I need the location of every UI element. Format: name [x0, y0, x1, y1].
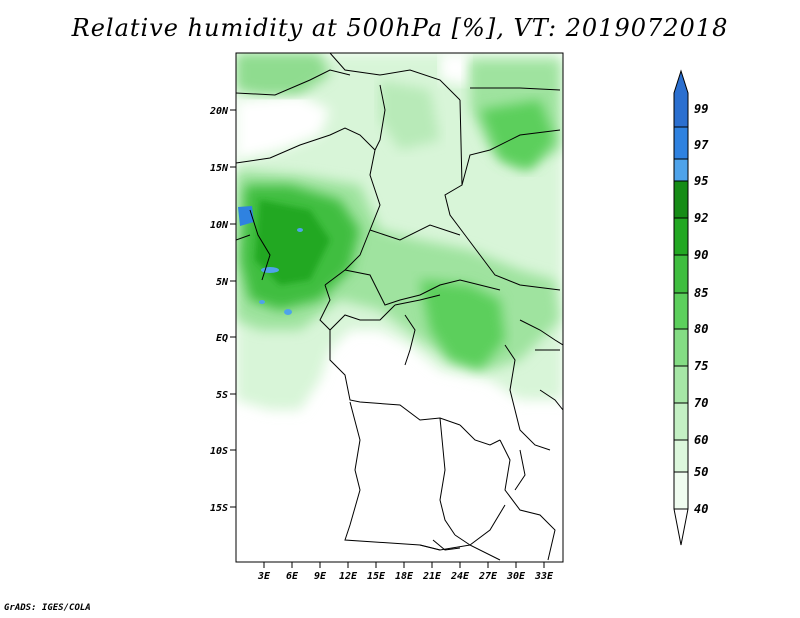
colorbar-label: 40	[694, 502, 708, 516]
colorbar-segment	[674, 472, 688, 509]
lon-label: 6E	[286, 571, 299, 582]
colorbar-label: 50	[694, 465, 708, 479]
colorbar-label: 85	[694, 286, 708, 300]
colorbar-segment	[674, 293, 688, 329]
colorbar: 99 97 95 92 90 85 80 75 70 60 50 40	[673, 69, 709, 546]
latitude-axis: 20N 15N 10N 5N EQ 5S 10S 15S	[209, 106, 236, 514]
colorbar-label: 75	[694, 359, 708, 373]
map-frame	[235, 52, 564, 563]
lat-label: 15N	[210, 163, 229, 174]
lat-label: 15S	[210, 503, 228, 514]
colorbar-segment	[674, 71, 688, 93]
colorbar-label: 70	[694, 396, 708, 410]
longitude-axis: 3E 6E 9E 12E 15E 18E 21E 24E 27E 30E 33E	[257, 562, 554, 582]
lon-label: 12E	[339, 571, 358, 582]
colorbar-label: 92	[694, 211, 708, 225]
humidity-field	[236, 53, 563, 562]
lon-label: 21E	[422, 571, 442, 582]
lon-label: 18E	[395, 571, 414, 582]
lat-label: 5N	[216, 277, 229, 288]
lat-label: 20N	[209, 106, 229, 117]
colorbar-label: 60	[694, 433, 708, 447]
lat-label: EQ	[216, 333, 228, 344]
colorbar-segment	[674, 218, 688, 255]
lon-label: 9E	[314, 571, 327, 582]
colorbar-segment	[674, 509, 688, 545]
colorbar-segment	[674, 93, 688, 127]
lon-label: 33E	[534, 571, 554, 582]
lat-label: 10N	[210, 220, 229, 231]
colorbar-segment	[674, 366, 688, 403]
software-credit: GrADS: IGES/COLA	[4, 603, 91, 613]
lon-label: 3E	[257, 571, 271, 582]
lon-label: 27E	[478, 571, 498, 582]
dry-region-northwest	[236, 95, 330, 160]
lat-label: 5S	[216, 390, 228, 401]
colorbar-label: 95	[694, 174, 708, 188]
lon-label: 24E	[450, 571, 470, 582]
lon-label: 30E	[506, 571, 526, 582]
colorbar-label: 97	[694, 138, 709, 152]
colorbar-segment	[674, 440, 688, 472]
colorbar-segment	[674, 181, 688, 218]
colorbar-segment	[674, 255, 688, 293]
lat-label: 10S	[210, 446, 228, 457]
colorbar-segment	[674, 329, 688, 366]
colorbar-label: 80	[694, 322, 708, 336]
colorbar-label: 99	[694, 102, 708, 116]
colorbar-segment	[674, 127, 688, 159]
colorbar-segment	[674, 403, 688, 440]
lon-label: 15E	[367, 571, 386, 582]
colorbar-segment	[674, 159, 688, 181]
map-title: Relative humidity at 500hPa [%], VT: 201…	[71, 14, 729, 42]
country-borders	[236, 53, 563, 561]
colorbar-label: 90	[694, 248, 708, 262]
